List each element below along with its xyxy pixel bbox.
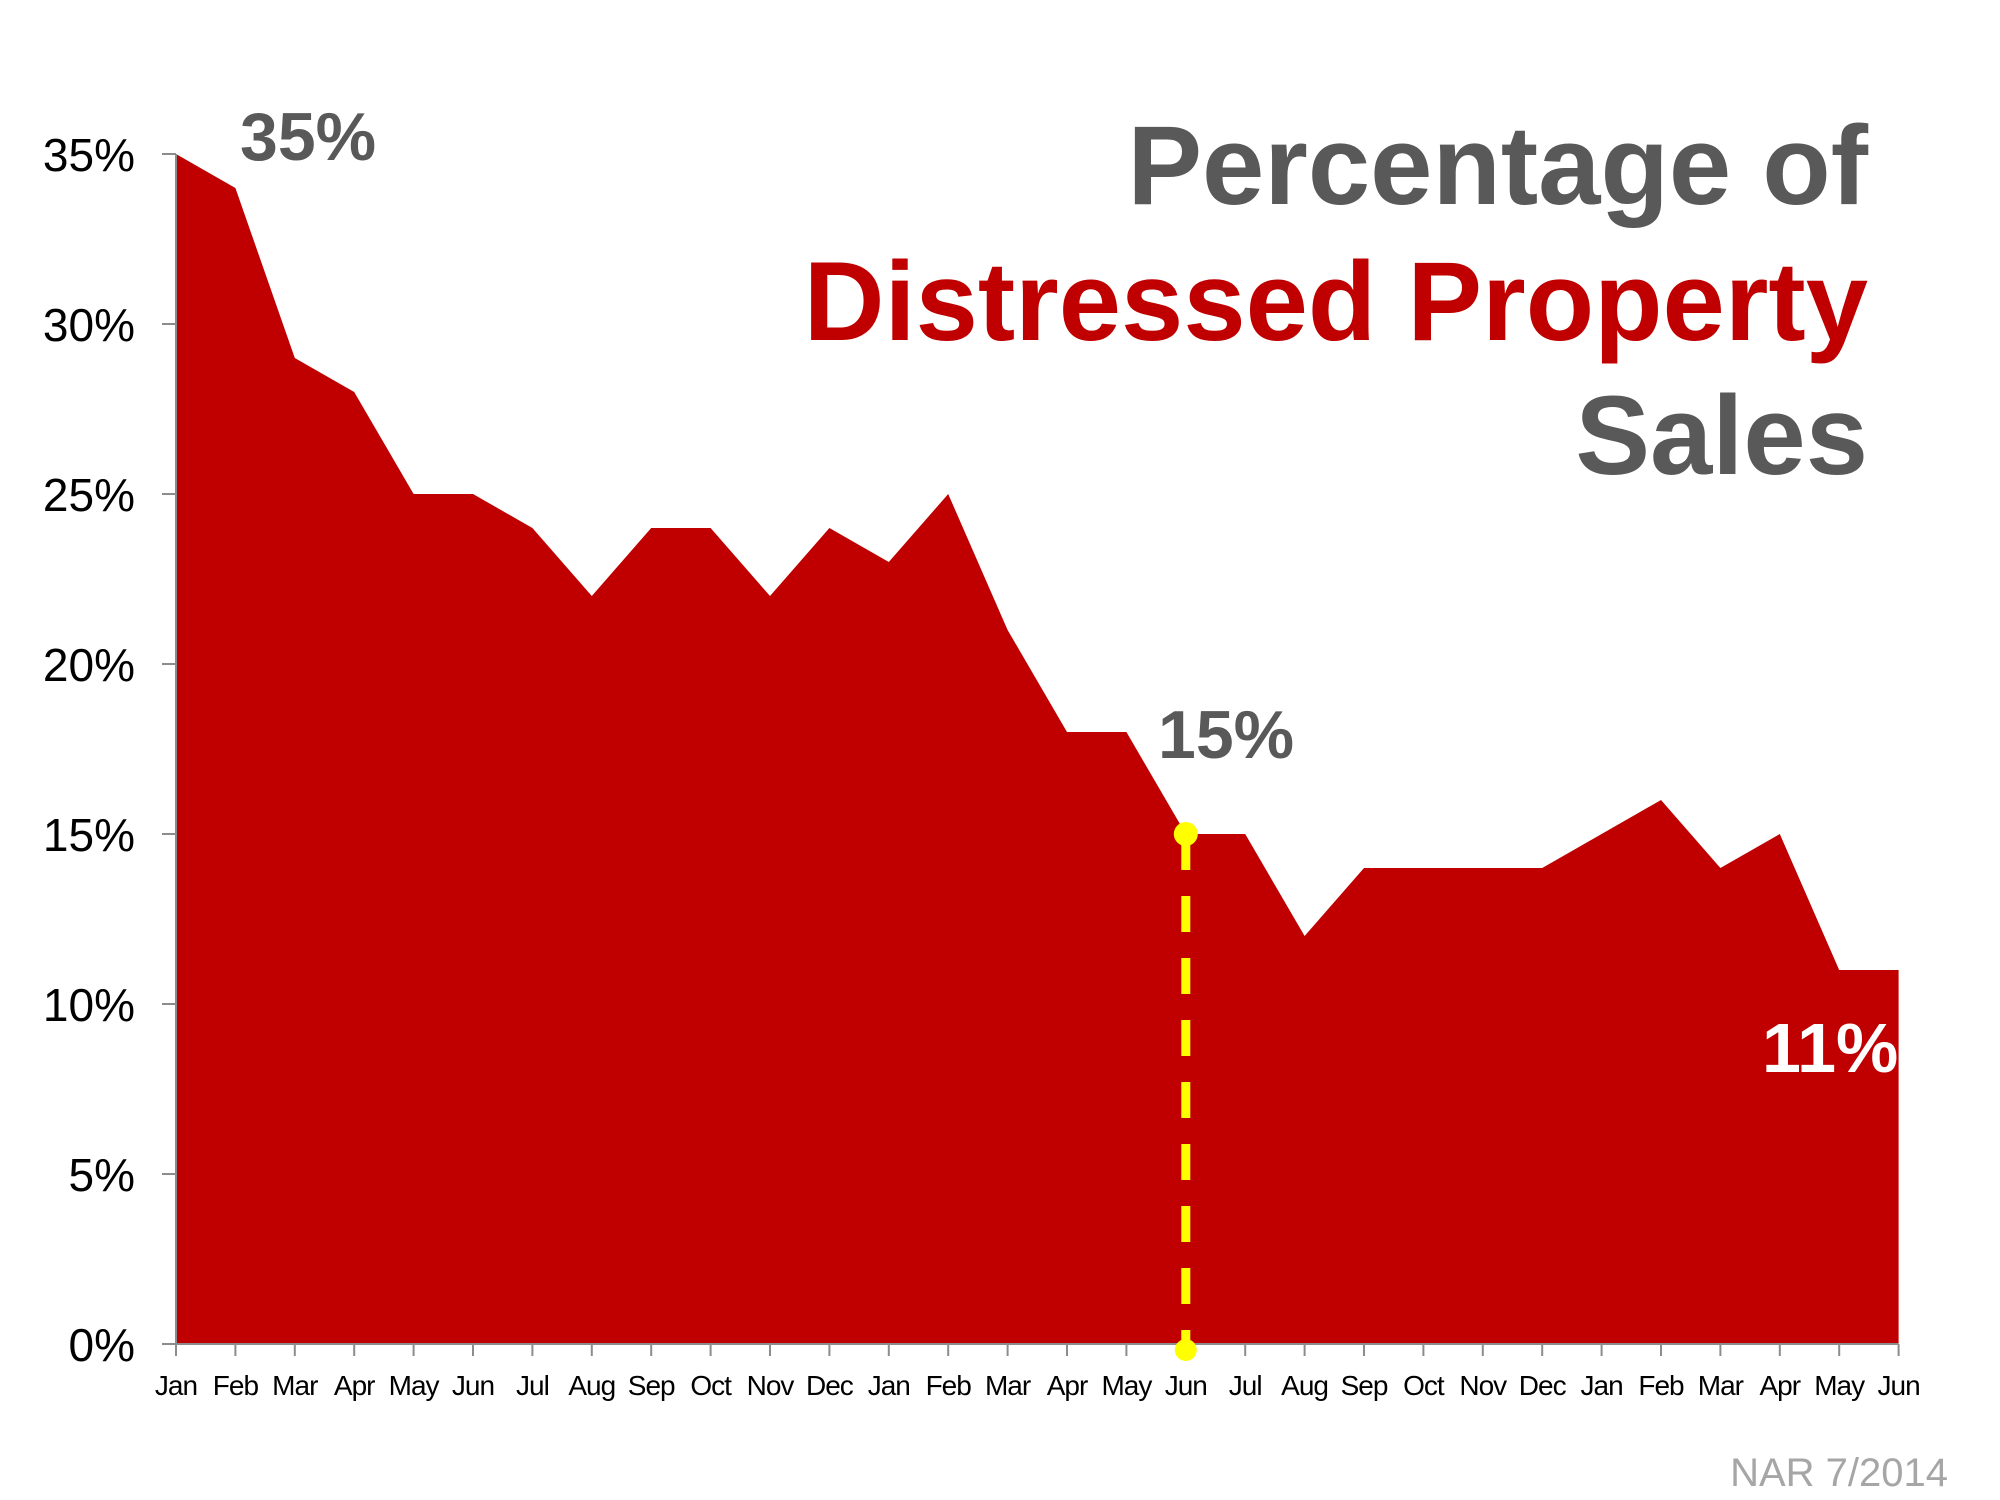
x-tick-label: Jun xyxy=(1878,1370,1920,1401)
x-tick-label: Jan xyxy=(868,1370,910,1401)
x-tick-label: Mar xyxy=(272,1370,318,1401)
y-tick-label: 10% xyxy=(43,979,135,1031)
annotation-marker: 15% xyxy=(1158,697,1294,773)
chart-title-line-2: Distressed Property xyxy=(804,239,1868,364)
x-tick-label: Oct xyxy=(690,1370,732,1401)
x-tick-label: Nov xyxy=(1459,1370,1507,1401)
y-tick-label: 25% xyxy=(43,469,135,521)
y-tick-label: 0% xyxy=(69,1319,135,1371)
chart-title-line-3: Sales xyxy=(1575,373,1868,498)
x-tick-label: Jul xyxy=(1229,1370,1262,1401)
x-tick-label: Aug xyxy=(1281,1370,1328,1401)
x-tick-label: Jun xyxy=(1165,1370,1207,1401)
x-tick-label: Aug xyxy=(568,1370,615,1401)
annotation-start: 35% xyxy=(240,99,376,175)
x-tick-label: Dec xyxy=(1519,1370,1567,1401)
marker-dot-bottom xyxy=(1174,1339,1197,1361)
x-tick-label: Feb xyxy=(213,1370,259,1401)
x-tick-label: Apr xyxy=(334,1370,375,1401)
x-tick-label: Sep xyxy=(628,1370,675,1401)
x-tick-label: Apr xyxy=(1760,1370,1801,1401)
x-tick-label: May xyxy=(389,1370,440,1401)
annotation-end: 11% xyxy=(1762,1009,1898,1087)
x-tick-label: Feb xyxy=(926,1370,972,1401)
y-tick-label: 30% xyxy=(43,299,135,351)
x-tick-label: Apr xyxy=(1047,1370,1088,1401)
x-tick-label: Jan xyxy=(1581,1370,1623,1401)
area-series xyxy=(176,154,1899,1344)
x-tick-label: Jan xyxy=(155,1370,197,1401)
source-note: NAR 7/2014 xyxy=(1730,1451,1948,1495)
x-tick-label: Dec xyxy=(806,1370,854,1401)
x-tick-label: May xyxy=(1814,1370,1865,1401)
y-tick-label: 20% xyxy=(43,639,135,691)
x-tick-label: Feb xyxy=(1638,1370,1684,1401)
x-tick-label: Oct xyxy=(1403,1370,1445,1401)
marker-dot-top xyxy=(1173,822,1198,846)
chart-title-line-1: Percentage of xyxy=(1127,103,1868,228)
y-tick-label: 35% xyxy=(43,129,135,181)
x-tick-label: Jul xyxy=(516,1370,549,1401)
x-tick-label: May xyxy=(1101,1370,1152,1401)
y-tick-label: 5% xyxy=(69,1149,135,1201)
x-tick-label: Nov xyxy=(747,1370,795,1401)
x-tick-label: Sep xyxy=(1341,1370,1388,1401)
y-tick-label: 15% xyxy=(43,809,135,861)
x-tick-label: Mar xyxy=(1698,1370,1744,1401)
x-tick-label: Mar xyxy=(985,1370,1031,1401)
x-tick-label: Jun xyxy=(452,1370,494,1401)
